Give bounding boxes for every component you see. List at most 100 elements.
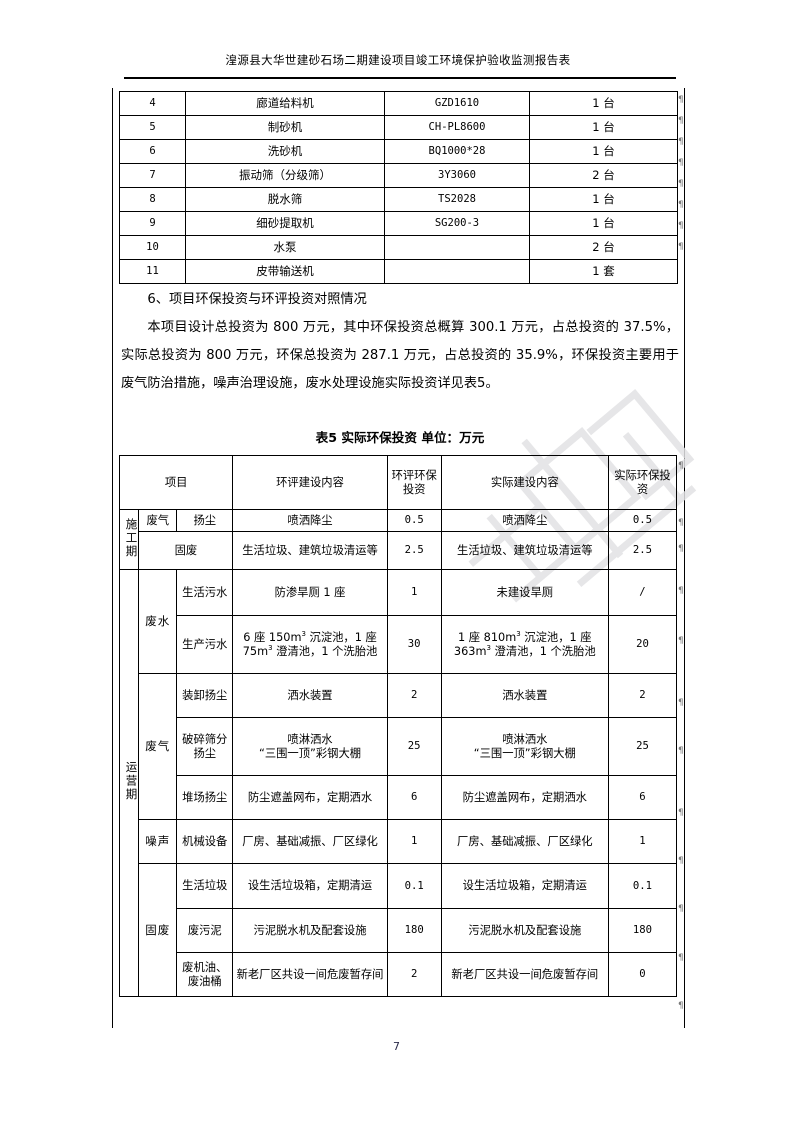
equipment-name: 振动筛（分级筛） bbox=[185, 163, 385, 188]
equipment-model: GZD1610 bbox=[384, 91, 530, 116]
table5-item: 废污泥 bbox=[176, 908, 234, 953]
table5-eia-content: 新老厂区共设一间危废暂存间 bbox=[232, 952, 388, 997]
equipment-model: BQ1000*28 bbox=[384, 139, 530, 164]
pilcrow-icon: ¶ bbox=[678, 808, 684, 818]
table5-actual-invest: 2 bbox=[607, 673, 678, 718]
pilcrow-icon: ¶ bbox=[678, 636, 684, 646]
table5-eia-invest: 2.5 bbox=[386, 531, 442, 570]
pilcrow-icon: ¶ bbox=[678, 544, 684, 554]
table5-category-solid-waste: 固废 bbox=[138, 863, 178, 997]
pilcrow-icon: ¶ bbox=[678, 242, 684, 252]
table5-eia-invest: 25 bbox=[386, 717, 442, 776]
table5-actual-content: 厂房、基础减振、厂区绿化 bbox=[440, 819, 609, 864]
table5-actual-content: 生活垃圾、建筑垃圾清运等 bbox=[440, 531, 609, 570]
table5-item: 生活垃圾 bbox=[176, 863, 234, 909]
pilcrow-icon: ¶ bbox=[678, 158, 684, 168]
running-header: 湟源县大华世建砂石场二期建设项目竣工环境保护验收监测报告表 bbox=[225, 53, 571, 67]
equipment-index: 5 bbox=[119, 115, 186, 140]
table-row: 10 水泵 2 台 bbox=[119, 235, 678, 260]
equipment-model bbox=[384, 235, 530, 260]
body-text-block: 6、项目环保投资与环评投资对照情况 本项目设计总投资为 800 万元，其中环保投… bbox=[121, 286, 679, 398]
equipment-index: 4 bbox=[119, 91, 186, 116]
table5-header-row: 项目 环评建设内容 环评环保投资 实际建设内容 实际环保投资 bbox=[118, 455, 678, 510]
table-row: 堆场扬尘 防尘遮盖网布，定期洒水 6 防尘遮盖网布，定期洒水 6 bbox=[120, 775, 678, 820]
table5-caption: 表5 实际环保投资 单位：万元 bbox=[315, 430, 485, 445]
table5-phase-operation: 运营期 bbox=[118, 569, 140, 997]
table5-item: 生活污水 bbox=[176, 569, 234, 616]
paragraph-marks-table5: ¶ ¶ ¶ ¶ ¶ ¶ ¶ ¶ ¶ ¶ ¶ ¶ bbox=[678, 462, 690, 1011]
table5-actual-content: 污泥脱水机及配套设施 bbox=[440, 908, 609, 953]
table5-category-wastewater: 废水 bbox=[138, 569, 178, 674]
equipment-index: 11 bbox=[119, 259, 186, 284]
table5-eia-content: 6 座 150m3 沉淀池，1 座 75m3 澄清池，1 个洗胎池 bbox=[232, 615, 388, 674]
pilcrow-icon: ¶ bbox=[678, 1001, 684, 1011]
table5-eia-content: 防渗旱厕 1 座 bbox=[232, 569, 388, 616]
table5-item: 扬尘 bbox=[176, 509, 234, 532]
equipment-index: 10 bbox=[119, 235, 186, 260]
table5-item: 生产污水 bbox=[176, 615, 234, 674]
equipment-index: 6 bbox=[119, 139, 186, 164]
table5-eia-content: 喷洒降尘 bbox=[232, 509, 388, 532]
table5-category: 固废 bbox=[138, 531, 234, 570]
table-row: 噪声 机械设备 厂房、基础减振、厂区绿化 1 厂房、基础减振、厂区绿化 1 bbox=[120, 819, 678, 864]
pilcrow-icon: ¶ bbox=[678, 137, 684, 147]
table-row: 废气 装卸扬尘 洒水装置 2 洒水装置 2 bbox=[120, 673, 678, 820]
table5-category: 废气 bbox=[138, 509, 178, 532]
table5-eia-invest: 6 bbox=[386, 775, 442, 820]
table-row: 固废 生活垃圾 设生活垃圾箱，定期清运 0.1 设生活垃圾箱，定期清运 0.1 bbox=[120, 863, 678, 997]
table5-eia-invest: 2 bbox=[386, 952, 442, 997]
table5-actual-invest: 0.1 bbox=[607, 863, 678, 909]
table-row: 6 洗砂机 BQ1000*28 1 台 bbox=[119, 139, 678, 164]
table5-eia-invest: 1 bbox=[386, 819, 442, 864]
pilcrow-icon: ¶ bbox=[678, 179, 684, 189]
equipment-name: 脱水筛 bbox=[185, 187, 385, 212]
table5-actual-invest: 0.5 bbox=[607, 509, 678, 532]
header-divider-rule bbox=[124, 77, 676, 79]
table-row: 运营期 废水 生活污水 防渗旱厕 1 座 1 未建设旱厕 / bbox=[118, 569, 678, 997]
pilcrow-icon: ¶ bbox=[678, 698, 684, 708]
equipment-qty: 2 台 bbox=[529, 235, 678, 260]
table5-eia-content: 污泥脱水机及配套设施 bbox=[232, 908, 388, 953]
pilcrow-icon: ¶ bbox=[678, 953, 684, 963]
table5-eia-invest: 0.1 bbox=[386, 863, 442, 909]
table5-actual-invest: 20 bbox=[607, 615, 678, 674]
table5-category-noise: 噪声 bbox=[138, 819, 178, 864]
table5-actual-invest: 6 bbox=[607, 775, 678, 820]
table5-phase-construction: 施工期 bbox=[118, 509, 140, 570]
table5-container: 项目 环评建设内容 环评环保投资 实际建设内容 实际环保投资 施工期 废气 扬尘… bbox=[118, 455, 678, 997]
equipment-name: 水泵 bbox=[185, 235, 385, 260]
pilcrow-icon: ¶ bbox=[678, 461, 684, 471]
table5-actual-content: 设生活垃圾箱，定期清运 bbox=[440, 863, 609, 909]
equipment-model: TS2028 bbox=[384, 187, 530, 212]
table5-actual-content: 洒水装置 bbox=[440, 673, 609, 718]
equipment-model: 3Y3060 bbox=[384, 163, 530, 188]
table5-eia-invest: 30 bbox=[386, 615, 442, 674]
table-row: 施工期 废气 扬尘 喷洒降尘 0.5 喷洒降尘 0.5 bbox=[118, 509, 678, 570]
pilcrow-icon: ¶ bbox=[678, 95, 684, 105]
table5-eia-content: 喷淋洒水 “三围一顶”彩钢大棚 bbox=[232, 717, 388, 776]
pilcrow-icon: ¶ bbox=[678, 200, 684, 210]
equipment-index: 9 bbox=[119, 211, 186, 236]
table-row: 废机油、废油桶 新老厂区共设一间危废暂存间 2 新老厂区共设一间危废暂存间 0 bbox=[120, 952, 678, 997]
table5-environmental-investment: 项目 环评建设内容 环评环保投资 实际建设内容 实际环保投资 施工期 废气 扬尘… bbox=[118, 455, 678, 997]
equipment-qty: 1 套 bbox=[529, 259, 678, 284]
pilcrow-icon: ¶ bbox=[678, 856, 684, 866]
table5-actual-invest: 25 bbox=[607, 717, 678, 776]
table-row: 生产污水 6 座 150m3 沉淀池，1 座 75m3 澄清池，1 个洗胎池 3… bbox=[120, 615, 678, 674]
table-row: 11 皮带输送机 1 套 bbox=[119, 259, 678, 284]
equipment-model: SG200-3 bbox=[384, 211, 530, 236]
table5-eia-content: 生活垃圾、建筑垃圾清运等 bbox=[232, 531, 388, 570]
table-row: 固废 生活垃圾、建筑垃圾清运等 2.5 生活垃圾、建筑垃圾清运等 2.5 bbox=[120, 531, 678, 570]
table-row: 5 制砂机 CH-PL8600 1 台 bbox=[119, 115, 678, 140]
table-row: 4 廊道给料机 GZD1610 1 台 bbox=[119, 91, 678, 116]
table5-actual-invest: 2.5 bbox=[607, 531, 678, 570]
equipment-name: 制砂机 bbox=[185, 115, 385, 140]
table5-eia-content: 厂房、基础减振、厂区绿化 bbox=[232, 819, 388, 864]
table5-item: 装卸扬尘 bbox=[176, 673, 234, 718]
equipment-model: CH-PL8600 bbox=[384, 115, 530, 140]
equipment-index: 7 bbox=[119, 163, 186, 188]
equipment-table: 4 廊道给料机 GZD1610 1 台 5 制砂机 CH-PL8600 1 台 … bbox=[119, 91, 678, 284]
pilcrow-icon: ¶ bbox=[678, 904, 684, 914]
table5-header-eia-invest: 环评环保投资 bbox=[386, 455, 442, 510]
